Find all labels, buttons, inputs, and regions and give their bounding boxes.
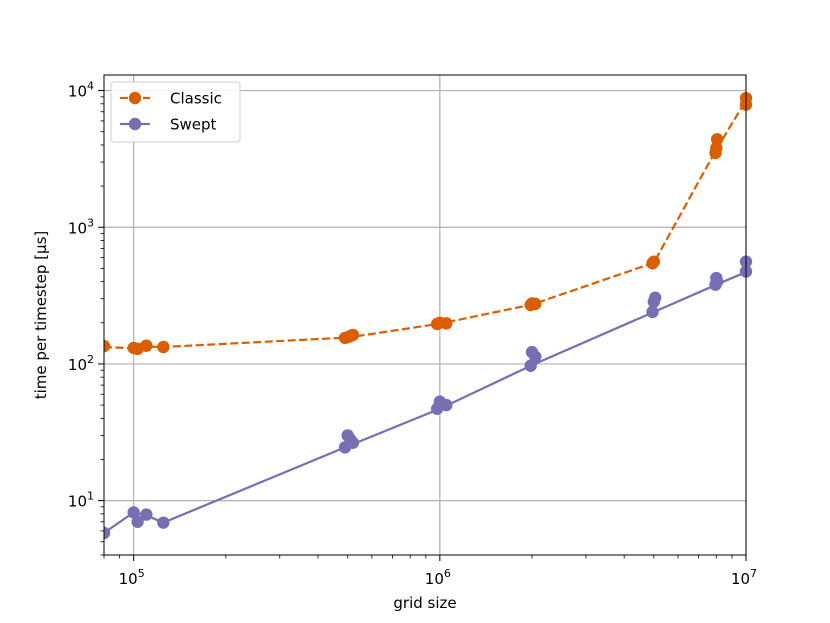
y-axis-label: time per timestep [μs] (32, 231, 50, 400)
y-tick-label: 102 (68, 353, 94, 374)
y-tick-label: 104 (68, 80, 94, 101)
legend-marker-classic (128, 91, 142, 105)
data-point (346, 436, 360, 449)
x-axis-label: grid size (393, 594, 456, 612)
series-classic (104, 91, 753, 356)
y-tick-label: 101 (68, 490, 94, 511)
data-point (710, 133, 724, 146)
data-point (710, 275, 724, 288)
data-point (646, 305, 659, 319)
data-point (157, 340, 170, 354)
legend-label-swept: Swept (170, 116, 217, 134)
x-tick-label: 106 (425, 567, 451, 588)
axis-ticks: 105 106 107 101 102 103 104 (68, 80, 757, 588)
plot-area-frame (103, 74, 747, 556)
data-point (127, 506, 140, 519)
data-point (140, 508, 153, 521)
series-swept (104, 255, 753, 540)
y-tick-label: 103 (68, 216, 94, 237)
data-point (140, 339, 153, 352)
data-point (647, 255, 661, 268)
x-tick-label: 107 (731, 567, 757, 588)
data-point (104, 526, 111, 540)
data-point (157, 516, 170, 529)
data-point (440, 317, 453, 330)
x-tick-label: 105 (119, 567, 145, 588)
data-point (104, 339, 111, 353)
data-point (648, 291, 662, 304)
legend-label-classic: Classic (170, 90, 222, 108)
data-point (529, 350, 542, 363)
data-point (131, 515, 144, 528)
data-point (529, 297, 542, 311)
data-point (346, 328, 360, 342)
legend-marker-swept (128, 117, 142, 131)
series-line-swept (104, 271, 747, 534)
legend: Classic Swept (110, 81, 241, 143)
data-point (440, 398, 453, 412)
series-layer (104, 91, 753, 540)
